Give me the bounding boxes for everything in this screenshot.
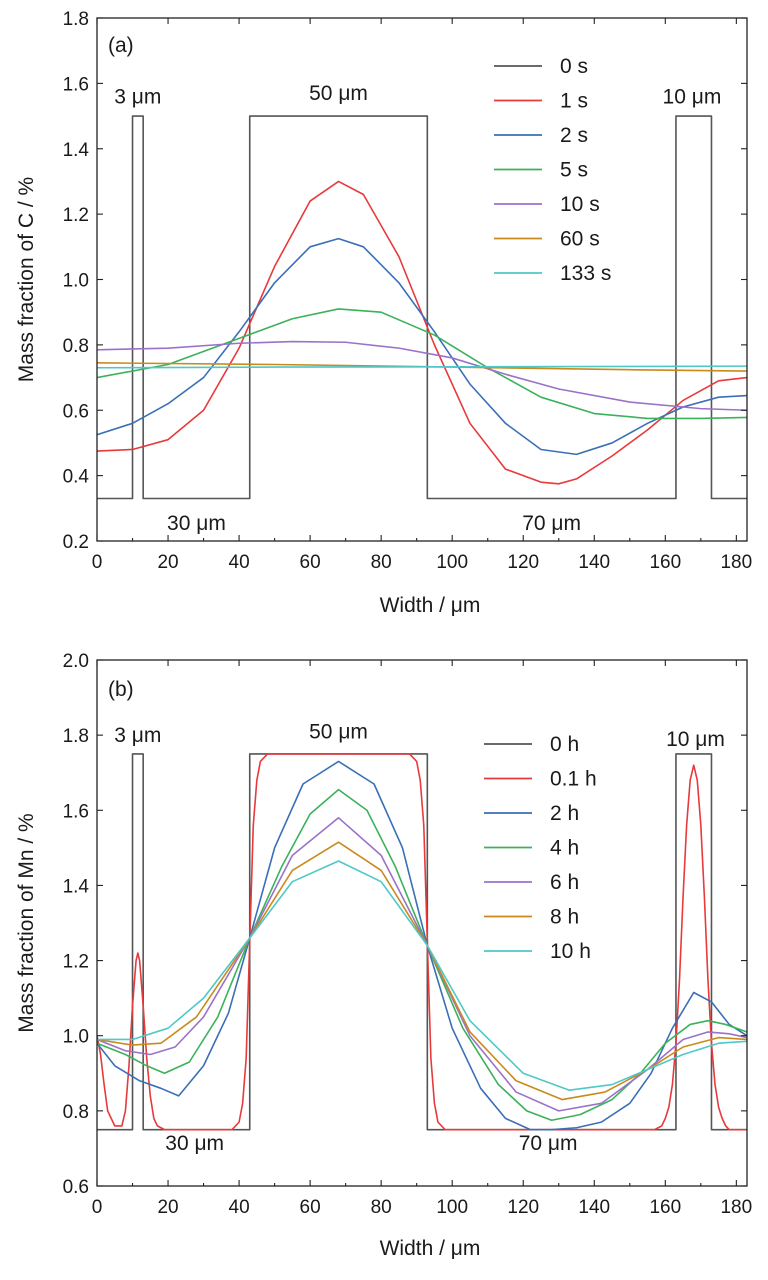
legend-label: 10 h bbox=[550, 940, 591, 963]
x-tick-label: 140 bbox=[578, 552, 610, 573]
width-annotation: 70 μm bbox=[519, 1132, 578, 1155]
legend-label: 10 s bbox=[560, 193, 600, 216]
chart-panel-0: 0 20 40 60 80 100 120 140 160 180 0.2 0.4 0.6 0.8 1.0 1… bbox=[15, 9, 752, 617]
y-tick-label: 1.6 bbox=[63, 74, 89, 95]
x-tick-label: 160 bbox=[649, 1197, 681, 1218]
chart-panel-1: 0 20 40 60 80 100 120 140 160 180 0.6 0.8 1.0 1.2 1.4 1… bbox=[15, 651, 752, 1260]
y-tick-label: 0.8 bbox=[63, 336, 89, 357]
y-tick-label: 1.2 bbox=[63, 952, 89, 973]
x-tick-label: 40 bbox=[229, 1197, 250, 1218]
series-group bbox=[97, 753, 747, 1131]
x-tick-label: 20 bbox=[157, 1197, 178, 1218]
x-tick-label: 140 bbox=[578, 1197, 610, 1218]
series-line-0-s bbox=[97, 115, 747, 500]
x-tick-label: 100 bbox=[436, 1197, 468, 1218]
series-line-2-s bbox=[97, 237, 747, 456]
y-tick-label: 1.0 bbox=[63, 271, 89, 292]
x-tick-label: 60 bbox=[300, 1197, 321, 1218]
width-annotation: 30 μm bbox=[165, 1132, 224, 1155]
width-annotation: 30 μm bbox=[167, 512, 226, 535]
panel-label: (a) bbox=[108, 34, 134, 57]
width-annotation: 70 μm bbox=[522, 512, 581, 535]
plot-frame bbox=[96, 659, 748, 1187]
width-annotation: 10 μm bbox=[666, 728, 725, 751]
x-axis-title: Width / μm bbox=[380, 1237, 481, 1260]
x-tick-label: 20 bbox=[157, 552, 178, 573]
legend-label: 133 s bbox=[560, 262, 611, 285]
x-tick-label: 180 bbox=[720, 1197, 752, 1218]
legend-label: 60 s bbox=[560, 228, 600, 251]
legend-label: 1 s bbox=[560, 90, 588, 113]
x-tick-label: 0 bbox=[92, 1197, 103, 1218]
series-line-1-s bbox=[97, 180, 747, 485]
legend-label: 0 s bbox=[560, 55, 588, 78]
x-tick-label: 40 bbox=[229, 552, 250, 573]
y-tick-label: 0.8 bbox=[63, 1102, 89, 1123]
y-axis-title: Mass fraction of Mn / % bbox=[15, 813, 38, 1032]
x-tick-label: 60 bbox=[300, 552, 321, 573]
width-annotation: 3 μm bbox=[114, 724, 161, 747]
width-annotation: 10 μm bbox=[663, 85, 722, 108]
y-tick-label: 1.0 bbox=[63, 1027, 89, 1048]
legend-label: 6 h bbox=[550, 871, 579, 894]
x-tick-label: 80 bbox=[371, 552, 392, 573]
y-tick-label: 1.8 bbox=[63, 9, 89, 30]
width-annotation: 50 μm bbox=[309, 82, 368, 105]
legend-label: 2 h bbox=[550, 802, 579, 825]
plot-frame bbox=[96, 17, 748, 542]
y-tick-label: 1.6 bbox=[63, 801, 89, 822]
panel-label: (b) bbox=[108, 678, 134, 701]
legend-label: 5 s bbox=[560, 159, 588, 182]
series-line-0-1-h bbox=[97, 753, 747, 1131]
x-tick-label: 100 bbox=[436, 552, 468, 573]
series-line-5-s bbox=[97, 308, 747, 420]
y-tick-label: 1.4 bbox=[63, 876, 90, 897]
y-tick-label: 1.2 bbox=[63, 205, 89, 226]
series-group bbox=[97, 115, 747, 500]
legend-label: 4 h bbox=[550, 837, 579, 860]
legend-label: 0 h bbox=[550, 733, 579, 756]
x-tick-label: 120 bbox=[507, 1197, 539, 1218]
y-tick-label: 0.4 bbox=[63, 467, 90, 488]
legend-label: 8 h bbox=[550, 906, 579, 929]
width-annotation: 3 μm bbox=[114, 85, 161, 108]
y-tick-label: 1.4 bbox=[63, 140, 90, 161]
y-tick-label: 0.2 bbox=[63, 532, 89, 553]
y-tick-label: 1.8 bbox=[63, 726, 89, 747]
x-axis-title: Width / μm bbox=[380, 594, 481, 617]
y-axis-title: Mass fraction of C / % bbox=[15, 177, 38, 382]
series-line-10-h bbox=[97, 860, 747, 1091]
series-line-2-h bbox=[97, 760, 747, 1131]
x-tick-label: 160 bbox=[649, 552, 681, 573]
y-tick-label: 2.0 bbox=[63, 651, 89, 672]
legend-label: 2 s bbox=[560, 124, 588, 147]
legend-label: 0.1 h bbox=[550, 768, 597, 791]
x-tick-label: 80 bbox=[371, 1197, 392, 1218]
series-line-133-s bbox=[97, 365, 747, 369]
x-tick-label: 120 bbox=[507, 552, 539, 573]
y-tick-label: 0.6 bbox=[63, 401, 89, 422]
series-line-4-h bbox=[97, 788, 747, 1122]
y-tick-label: 0.6 bbox=[63, 1177, 89, 1198]
x-tick-label: 180 bbox=[720, 552, 752, 573]
series-line-10-s bbox=[97, 340, 747, 412]
x-tick-label: 0 bbox=[92, 552, 103, 573]
legend: 0 h 0.1 h 2 h 4 h 6 h 8 h 10 h bbox=[484, 733, 597, 963]
width-annotation: 50 μm bbox=[309, 720, 368, 743]
series-line-8-h bbox=[97, 841, 747, 1101]
series-line-6-h bbox=[97, 817, 747, 1112]
legend: 0 s 1 s 2 s 5 s 10 s 60 s 133 s bbox=[494, 55, 611, 285]
